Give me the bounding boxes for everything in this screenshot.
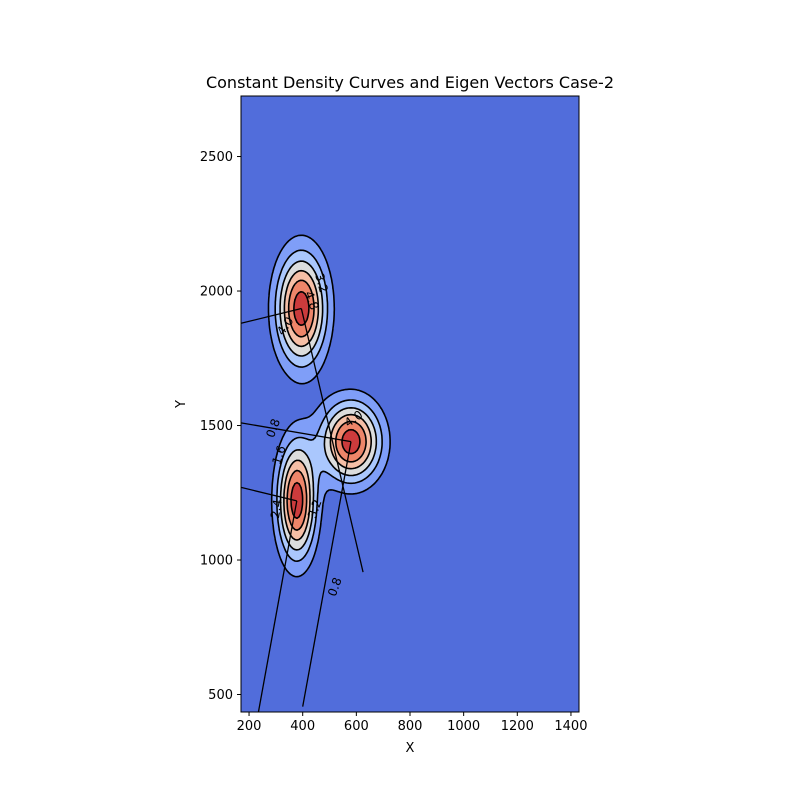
plot-area: 3.24.84.04.00.81.62.4 3.20.8 — [241, 96, 579, 712]
x-axis: 200 400 600 800 1000 1200 1400 — [237, 712, 587, 734]
y-tick-label: 2500 — [200, 150, 233, 165]
x-tick-label: 200 — [237, 719, 262, 734]
contour-label: 4.8 — [302, 289, 322, 312]
x-tick-label: 400 — [290, 719, 315, 734]
density-band-4-8 — [292, 291, 360, 519]
eigen-vector-6 — [257, 500, 298, 712]
density-band-3-2 — [284, 271, 372, 541]
contour-label: 0.8 — [325, 576, 345, 599]
contour-line-2-4 — [279, 260, 378, 551]
contour-label: 2.4 — [268, 498, 285, 519]
contour-line-4-8 — [290, 291, 361, 519]
x-tick-label: 800 — [398, 719, 423, 734]
contour-label: 1.6 — [269, 444, 288, 466]
contour-label: 3.2 — [305, 498, 325, 521]
contour-line-3-2 — [283, 269, 372, 541]
y-tick-label: 2000 — [200, 285, 233, 300]
y-axis: 500 1000 1500 2000 2500 — [200, 150, 241, 703]
eigen-vector-2 — [300, 308, 364, 573]
density-background — [241, 96, 579, 712]
y-tick-label: 500 — [208, 688, 233, 703]
x-tick-label: 1000 — [447, 719, 480, 734]
y-tick-label: 1500 — [200, 419, 233, 434]
contour-line-1-6 — [274, 249, 383, 562]
eigen-vector-1 — [241, 307, 302, 324]
y-axis-label: Y — [174, 400, 189, 409]
contour-line-0-8 — [267, 234, 391, 578]
eigen-vector-3 — [241, 422, 352, 443]
eigen-vector-5 — [241, 486, 297, 502]
x-tick-label: 1200 — [501, 719, 534, 734]
eigen-vector-4 — [302, 441, 352, 707]
x-tick-label: 600 — [344, 719, 369, 734]
contour-line-4 — [286, 279, 367, 531]
chart-title: Constant Density Curves and Eigen Vector… — [206, 73, 614, 92]
x-axis-label: X — [406, 741, 415, 756]
y-tick-label: 1000 — [200, 554, 233, 569]
contour-label: 3.2 — [312, 272, 330, 294]
contour-label: 0.8 — [263, 417, 283, 440]
x-tick-label: 1400 — [554, 719, 587, 734]
